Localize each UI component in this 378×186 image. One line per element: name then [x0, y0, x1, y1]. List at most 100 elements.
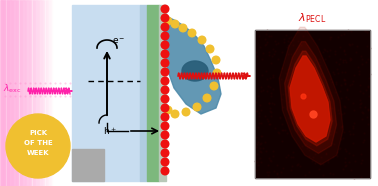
Circle shape	[6, 114, 70, 178]
Bar	[255, 30, 370, 178]
Circle shape	[182, 108, 190, 116]
Circle shape	[161, 158, 169, 166]
Bar	[74, 0, 76, 186]
Circle shape	[188, 29, 196, 37]
Bar	[17, 0, 19, 186]
Bar	[69, 0, 70, 186]
Circle shape	[213, 69, 221, 77]
Circle shape	[193, 103, 201, 111]
Polygon shape	[285, 42, 336, 153]
Circle shape	[161, 122, 169, 130]
Bar	[66, 0, 68, 186]
Bar	[147, 5, 159, 181]
Circle shape	[161, 5, 169, 13]
Bar	[20, 0, 21, 186]
Bar	[71, 0, 73, 186]
Bar	[60, 0, 61, 186]
Bar	[3, 0, 4, 186]
Bar	[13, 0, 14, 186]
Polygon shape	[164, 16, 221, 114]
Bar	[61, 0, 63, 186]
Circle shape	[210, 82, 218, 90]
Bar	[56, 0, 57, 186]
Bar	[68, 0, 69, 186]
Circle shape	[164, 106, 172, 114]
Bar	[255, 30, 370, 178]
Bar	[38, 0, 39, 186]
Bar	[64, 0, 65, 186]
Polygon shape	[290, 56, 330, 142]
Bar	[8, 0, 9, 186]
Text: $\lambda_{\rm exc}$: $\lambda_{\rm exc}$	[3, 82, 22, 94]
Circle shape	[161, 86, 169, 94]
Bar	[40, 0, 42, 186]
Bar	[0, 0, 2, 186]
Bar	[52, 0, 54, 186]
Bar	[45, 0, 47, 186]
Bar	[4, 0, 5, 186]
Bar	[15, 0, 17, 186]
Bar	[36, 0, 38, 186]
Bar	[50, 0, 51, 186]
Bar	[23, 0, 25, 186]
Text: e$^-$: e$^-$	[112, 36, 125, 46]
Bar	[77, 0, 78, 186]
Circle shape	[161, 131, 169, 139]
Bar	[39, 0, 40, 186]
Circle shape	[161, 59, 169, 67]
Bar	[140, 5, 147, 181]
Bar	[75, 0, 77, 186]
Polygon shape	[279, 27, 343, 165]
Circle shape	[161, 140, 169, 148]
Circle shape	[161, 23, 169, 31]
Bar	[6, 0, 8, 186]
Bar	[9, 0, 11, 186]
Bar	[72, 5, 140, 181]
Text: $\lambda_{\rm PECL}$: $\lambda_{\rm PECL}$	[298, 11, 327, 25]
Bar	[159, 5, 166, 181]
Polygon shape	[288, 51, 332, 146]
Bar	[48, 0, 50, 186]
Bar	[30, 0, 31, 186]
Circle shape	[161, 32, 169, 40]
Text: OF THE: OF THE	[23, 140, 53, 146]
Bar	[12, 0, 13, 186]
Bar	[11, 0, 12, 186]
Circle shape	[161, 14, 169, 22]
Circle shape	[206, 45, 214, 53]
Circle shape	[212, 56, 220, 64]
Bar	[54, 0, 56, 186]
Bar	[72, 149, 104, 181]
Circle shape	[198, 36, 206, 44]
Circle shape	[161, 77, 169, 85]
Bar	[1, 0, 3, 186]
Bar	[22, 0, 23, 186]
Circle shape	[161, 149, 169, 157]
Text: PICK: PICK	[29, 130, 47, 136]
Bar	[59, 0, 60, 186]
Bar	[31, 0, 33, 186]
Circle shape	[161, 68, 169, 76]
Circle shape	[161, 41, 169, 49]
Bar	[73, 0, 74, 186]
Circle shape	[203, 94, 211, 102]
Bar	[47, 0, 48, 186]
Bar	[62, 0, 64, 186]
Bar	[57, 0, 59, 186]
Bar	[14, 0, 16, 186]
Bar	[27, 0, 29, 186]
Circle shape	[179, 24, 187, 32]
Bar	[34, 0, 35, 186]
Text: h$^+$: h$^+$	[103, 125, 117, 137]
Circle shape	[161, 113, 169, 121]
Bar	[43, 0, 44, 186]
Circle shape	[161, 167, 169, 175]
Bar	[5, 0, 7, 186]
Bar	[65, 0, 67, 186]
Circle shape	[161, 104, 169, 112]
Bar	[29, 0, 30, 186]
Bar	[25, 0, 26, 186]
Bar	[42, 0, 43, 186]
Circle shape	[171, 110, 179, 118]
Ellipse shape	[182, 61, 208, 81]
